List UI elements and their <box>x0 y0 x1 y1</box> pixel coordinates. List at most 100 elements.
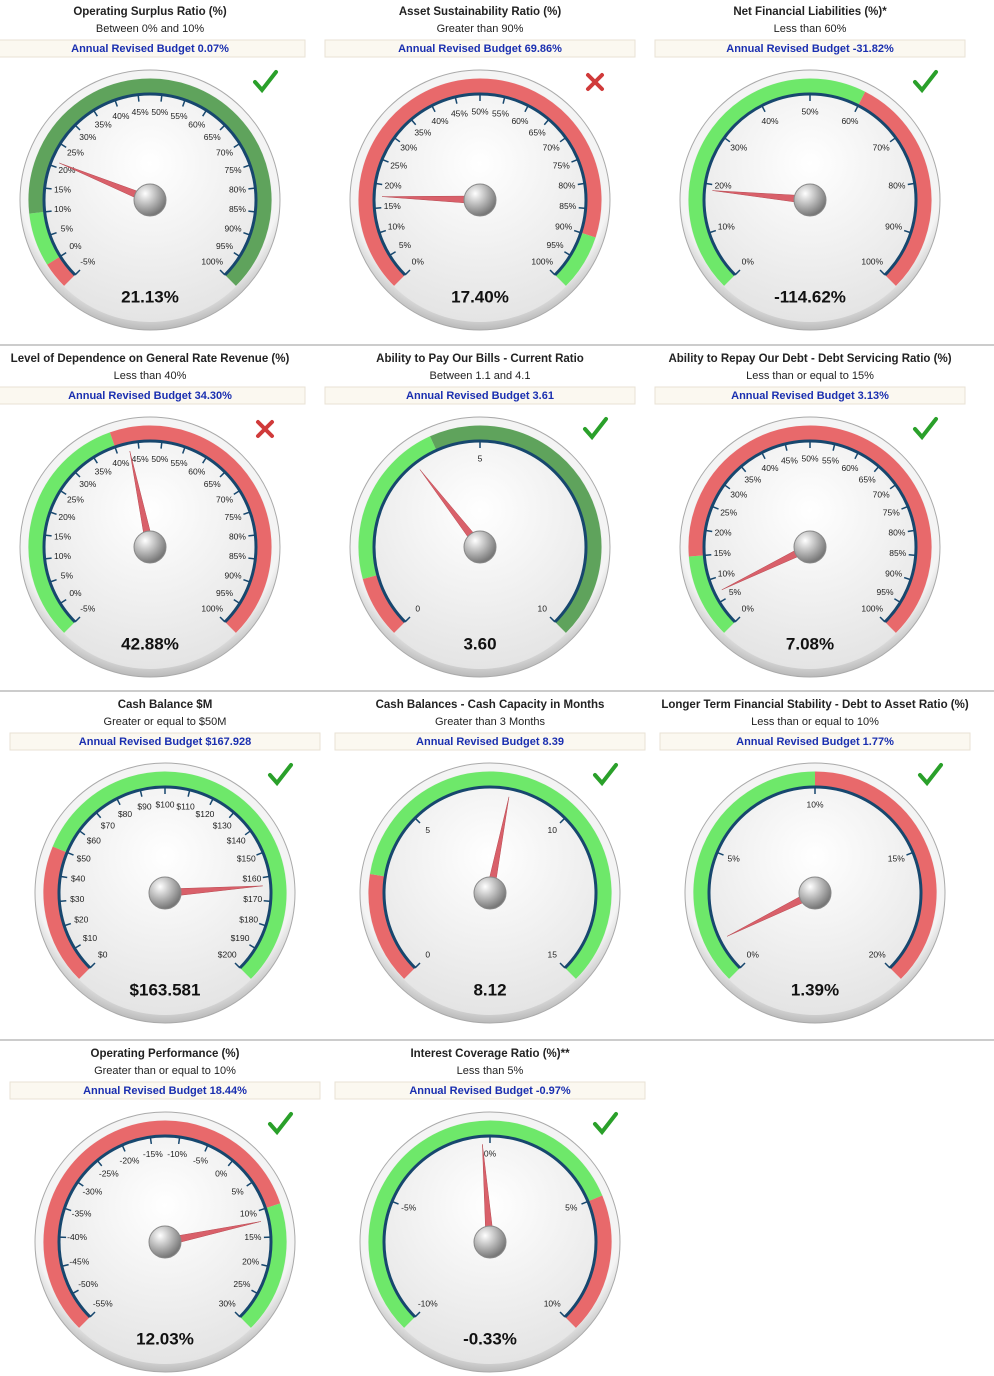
tick-mark <box>181 446 186 454</box>
tick-mark <box>116 798 121 806</box>
tick-label: $50 <box>77 854 91 864</box>
tick-label: 20% <box>58 165 75 175</box>
tick-label: 15% <box>714 548 731 558</box>
tick-label: $130 <box>213 820 232 830</box>
tick-label: 30% <box>79 132 96 142</box>
budget-label: Annual Revised Budget 34.30% <box>68 390 232 402</box>
tick-label: 100% <box>861 256 883 266</box>
tick-mark <box>160 94 163 102</box>
tick-mark <box>414 962 421 969</box>
tick-label: 70% <box>216 147 233 157</box>
tick-mark <box>374 207 382 210</box>
gauge-subtitle: Less than 5% <box>457 1065 524 1077</box>
tick-label: 10% <box>718 568 735 578</box>
tick-mark <box>249 944 256 950</box>
tick-label: -55% <box>93 1298 113 1308</box>
tick-label: 75% <box>225 512 242 522</box>
needle-hub <box>133 183 167 217</box>
tick-mark <box>181 99 186 107</box>
tick-mark <box>559 817 566 824</box>
tick-mark <box>137 94 140 102</box>
tick-label: 95% <box>547 240 564 250</box>
gauge-value: 12.03% <box>136 1329 194 1348</box>
tick-label: 35% <box>95 120 112 130</box>
tick-label: 20% <box>58 512 75 522</box>
tick-label: -10% <box>418 1298 438 1308</box>
tick-mark <box>889 484 897 490</box>
tick-mark <box>903 229 912 234</box>
tick-label: 100% <box>531 256 553 266</box>
tick-label: 10% <box>240 1208 257 1218</box>
gauge-value: $163.581 <box>130 980 201 999</box>
tick-mark <box>243 511 251 516</box>
tick-mark <box>248 187 256 190</box>
tick-mark <box>139 789 143 797</box>
tick-mark <box>381 158 389 163</box>
tick-label: 20% <box>242 1256 259 1266</box>
tick-mark <box>571 158 579 163</box>
tick-mark <box>884 962 891 969</box>
tick-label: 75% <box>225 165 242 175</box>
tick-label: 0% <box>412 256 425 266</box>
tick-mark <box>89 962 96 969</box>
tick-mark <box>704 554 712 557</box>
tick-label: 40% <box>762 463 779 473</box>
gauge-subtitle: Greater or equal to $50M <box>104 716 227 728</box>
budget-bar <box>9 732 321 751</box>
tick-label: 85% <box>229 551 246 561</box>
tick-mark <box>410 118 417 126</box>
tick-mark <box>66 851 74 856</box>
tick-label: 0 <box>415 603 420 613</box>
tick-mark <box>719 598 726 604</box>
budget-label: Annual Revised Budget 69.86% <box>398 43 562 55</box>
tick-mark <box>559 137 567 143</box>
tick-label: $90 <box>137 802 151 812</box>
gauge-band <box>28 432 115 633</box>
gauge-band <box>693 771 816 979</box>
tick-mark <box>258 1207 266 1212</box>
gauge-subtitle: Less than or equal to 10% <box>751 716 879 728</box>
tick-mark <box>78 830 86 836</box>
tick-label: $150 <box>237 854 256 864</box>
budget-label: Annual Revised Budget -0.97% <box>409 1085 571 1097</box>
tick-mark <box>74 616 81 623</box>
tick-label: 65% <box>204 132 221 142</box>
tick-label: 0% <box>215 1169 228 1179</box>
tick-mark <box>393 137 401 143</box>
tick-mark <box>784 443 788 451</box>
tick-label: 15% <box>384 201 401 211</box>
gauge-band <box>29 211 60 265</box>
tick-mark <box>549 269 556 276</box>
gauge-band <box>240 1203 287 1328</box>
tick-label: 70% <box>873 490 890 500</box>
tick-label: $200 <box>218 949 237 959</box>
tick-label: $60 <box>87 836 101 846</box>
tick-mark <box>149 1136 153 1145</box>
tick-mark <box>227 1159 234 1167</box>
gauge-band <box>369 771 612 979</box>
tick-label: 100% <box>201 603 223 613</box>
gauge-band <box>688 555 735 633</box>
tick-mark <box>908 554 916 557</box>
tick-label: 25% <box>720 508 737 518</box>
gauge-band <box>555 232 596 286</box>
tick-mark <box>49 164 57 169</box>
tick-label: 40% <box>112 458 129 468</box>
tick-mark <box>907 182 915 186</box>
tick-label: 15% <box>888 854 905 864</box>
needle-hub <box>793 530 827 564</box>
budget-bar <box>324 39 636 58</box>
tick-label: $110 <box>176 802 195 812</box>
tick-label: $0 <box>98 949 108 959</box>
tick-mark <box>734 269 741 276</box>
budget-bar <box>659 732 971 751</box>
tick-label: -45% <box>69 1256 89 1266</box>
gauge-title: Cash Balance $M <box>118 699 213 711</box>
tick-mark <box>378 229 387 234</box>
tick-label: $40 <box>71 873 85 883</box>
tick-label: 55% <box>171 458 188 468</box>
needle-hub <box>148 1225 182 1259</box>
gauge-band <box>43 1120 281 1328</box>
tick-label: -15% <box>143 1149 163 1159</box>
